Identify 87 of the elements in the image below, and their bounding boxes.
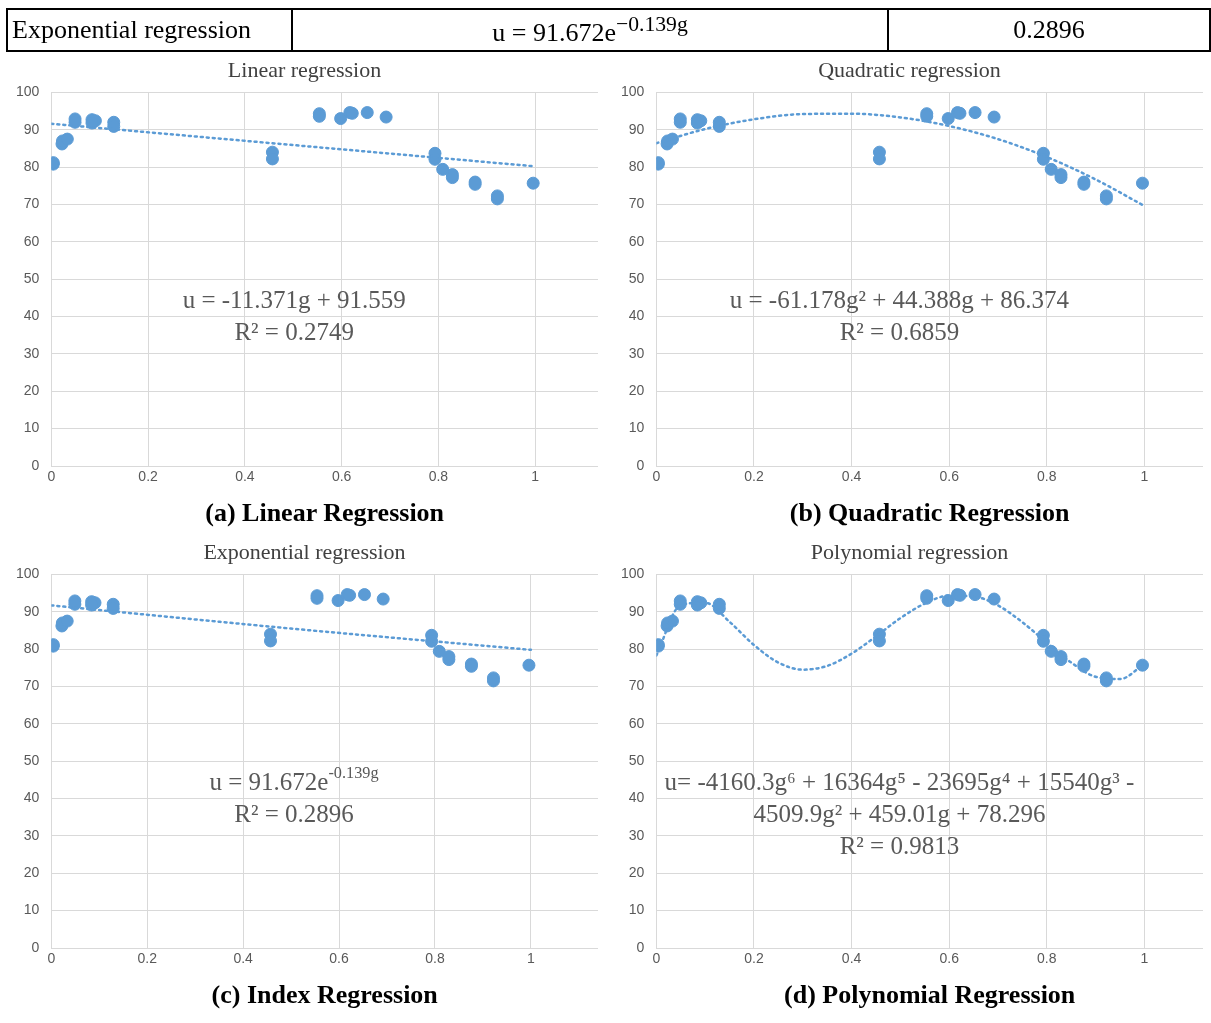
x-tick-label: 0.4 [235,467,255,484]
y-tick-label: 70 [628,195,645,211]
y-tick-label: 0 [636,938,645,955]
y-tick-label: 80 [628,639,645,656]
y-tick-label: 60 [23,714,40,731]
x-tick-label: 0.2 [744,467,764,484]
y-tick-label: 0 [31,456,40,473]
y-tick-label: 90 [628,120,645,137]
y-tick-label: 20 [628,863,645,880]
y-tick-label: 20 [23,381,40,398]
x-tick-label: 1 [1140,949,1149,966]
y-tick-label: 80 [23,639,40,656]
text: 0.2896 [887,9,1210,51]
annotation: u = -61.178g² + 44.388g + 86.374 [729,285,1070,313]
chart-title: Linear regression [227,56,382,82]
x-tick-label: 0.2 [137,949,158,966]
y-tick-label: 20 [628,381,645,398]
y-tick-label: 50 [23,751,40,768]
annotation: R² = 0.2749 [234,317,354,345]
y-tick-label: 60 [23,232,40,249]
text: u = 91.672e$^{−0.139g}$ [292,9,888,51]
y-tick-label: 40 [628,789,645,806]
y-tick-label: 100 [621,564,645,581]
y-tick-label: 90 [628,602,645,619]
x-tick-label: 1 [1140,467,1149,484]
y-tick-label: 80 [628,157,645,174]
x-tick-label: 0 [652,949,661,966]
chart-title: Exponential regression [203,538,406,564]
x-tick-label: 0 [652,467,661,484]
x-tick-label: 0 [47,467,56,484]
y-tick-label: 70 [23,677,40,693]
x-tick-label: 0.2 [744,949,764,966]
y-tick-label: 30 [23,344,40,361]
y-tick-label: 40 [23,307,40,324]
x-axis-title: (c) Index Regression [211,979,439,1009]
annotation: R² = 0.2896 [234,799,354,827]
y-tick-label: 20 [23,863,40,880]
x-tick-label: 0.8 [425,949,445,966]
x-tick-label: 0 [47,949,56,966]
x-axis-title: (d) Polynomial Regression [784,979,1076,1009]
chart-title: Quadratic regression [818,56,1001,82]
y-tick-label: 10 [628,419,645,436]
y-tick-label: 100 [621,82,645,99]
y-tick-label: 0 [31,938,40,955]
y-tick-label: 30 [628,826,645,843]
x-tick-label: 0.2 [138,467,159,484]
x-tick-label: 0.6 [331,467,352,484]
y-tick-label: 30 [628,344,645,361]
y-tick-label: 50 [23,269,40,286]
y-tick-label: 40 [23,789,40,806]
annotation: u= -4160.3g⁶ + 16364g⁵ - 23695g⁴ + 15540g³ - [664,767,1135,795]
x-axis-title: (b) Quadratic Regression [789,497,1071,527]
y-tick-label: 50 [628,751,645,768]
x-axis-title: (a) Linear Regression [205,497,445,527]
y-tick-label: 70 [628,677,645,693]
x-tick-label: 0.8 [1037,467,1057,484]
x-tick-label: 0.6 [939,949,960,966]
x-tick-label: 0.4 [841,467,862,484]
y-tick-label: 100 [16,82,40,99]
y-tick-label: 90 [23,120,40,137]
y-tick-label: 70 [23,195,40,211]
y-tick-label: 30 [23,826,40,843]
y-tick-label: 10 [23,901,40,918]
y-tick-label: 40 [628,307,645,324]
annotation: R² = 0.6859 [839,317,960,345]
x-tick-label: 0.4 [233,949,254,966]
y-tick-label: 50 [628,269,645,286]
x-tick-label: 0.8 [1037,949,1057,966]
x-tick-label: 0.8 [428,467,449,484]
chart-title: Polynomial regression [810,538,1009,564]
x-tick-label: 1 [526,949,535,966]
y-tick-label: 10 [628,901,645,918]
y-tick-label: 10 [23,419,40,436]
x-tick-label: 0.4 [841,949,862,966]
y-tick-label: 80 [23,157,40,174]
y-tick-label: 60 [628,232,645,249]
text: Exponential regression [7,9,293,51]
annotation: u = -11.371g + 91.559 [182,285,406,313]
y-tick-label: 90 [23,602,40,619]
y-tick-label: 100 [16,564,40,581]
y-tick-label: 0 [636,456,645,473]
x-tick-label: 1 [531,467,540,484]
x-tick-label: 0.6 [329,949,350,966]
annotation: R² = 0.9813 [839,831,960,859]
annotation: 4509.9g² + 459.01g + 78.296 [753,799,1046,827]
x-tick-label: 0.6 [939,467,960,484]
y-tick-label: 60 [628,714,645,731]
